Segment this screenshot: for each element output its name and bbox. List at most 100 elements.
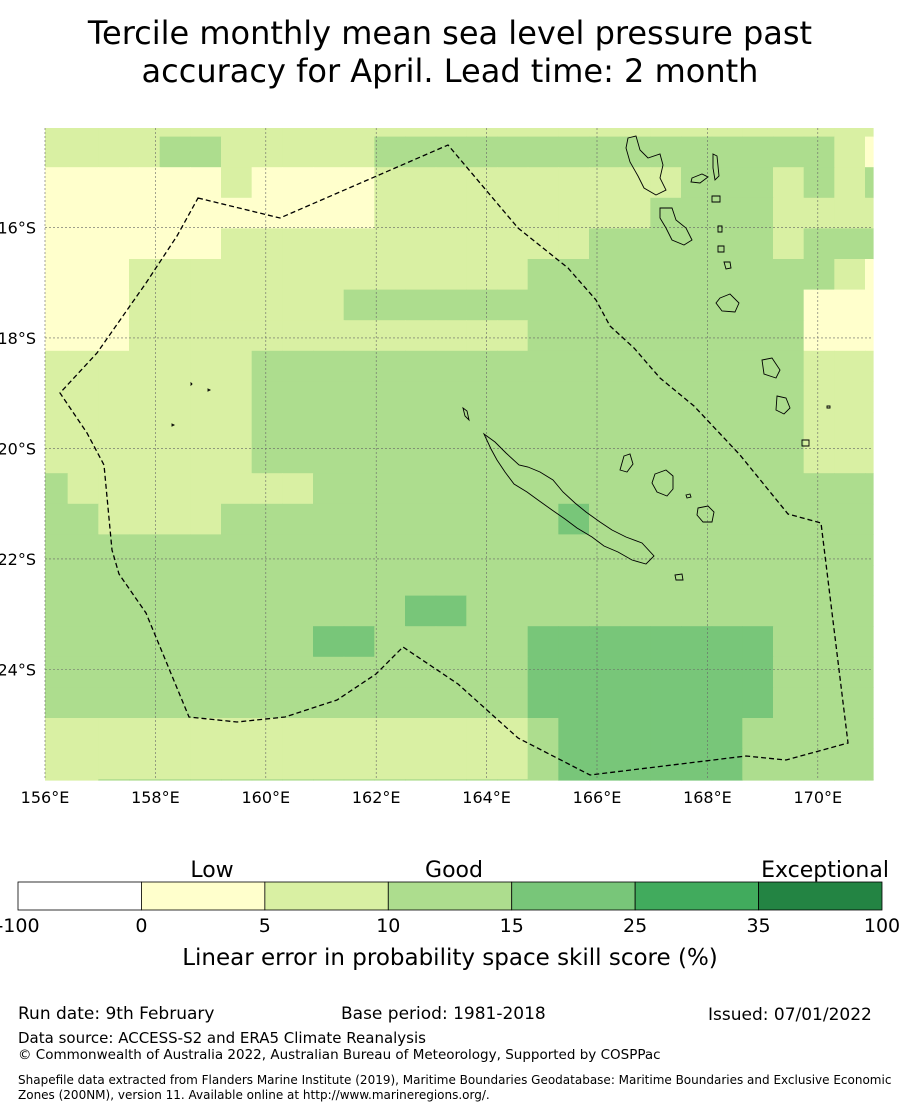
colorbar-swatch [17,881,142,911]
skill-cell [251,656,283,688]
skill-cell [435,565,467,597]
skill-cell [221,167,253,199]
skill-cell [221,656,253,688]
skill-cell [834,128,866,138]
skill-cell [343,748,375,780]
skill-cell [98,779,130,781]
skill-cell [98,503,130,535]
skill-cell [773,656,805,688]
skill-cell [159,197,191,229]
skill-cell [67,595,99,627]
skill-cell [681,687,713,719]
skill-cell [190,412,222,444]
skill-cell [742,595,774,627]
skill-cell [221,503,253,535]
skill-cell [865,503,874,535]
skill-cell [67,259,99,291]
tanna-island [775,395,791,415]
skill-cell [435,136,467,168]
colorbar-tick-label: 25 [623,915,647,937]
skill-cell [98,381,130,413]
skill-cell [129,136,161,168]
skill-cell [558,534,590,566]
skill-cell [803,442,835,474]
skill-cell [865,167,874,199]
skill-cell [466,779,498,781]
skill-cell [803,718,835,750]
skill-cell [527,565,559,597]
skill-cell [466,687,498,719]
title-line-2: accuracy for April. Lead time: 2 month [141,52,759,90]
skill-cell [221,381,253,413]
skill-cell [67,167,99,199]
skill-cell [251,381,283,413]
skill-cell [773,503,805,535]
skill-cell [129,687,161,719]
skill-cell [742,779,774,781]
skill-cell [282,595,314,627]
skill-cell [527,167,559,199]
skill-cell [558,128,590,138]
colorbar-category-low: Low [190,858,233,883]
skill-cell [650,350,682,382]
skill-cell [282,412,314,444]
lon-tick-label: 158°E [131,788,180,807]
skill-cell [527,473,559,505]
skill-cell [282,259,314,291]
skill-cell [374,412,406,444]
skill-cell [405,656,437,688]
skill-cell [282,534,314,566]
ambae-island [690,173,709,184]
skill-cell [67,197,99,229]
skill-cell [251,442,283,474]
skill-cell [742,289,774,321]
skill-cell [45,167,69,199]
skill-cell [282,167,314,199]
skill-cell [98,595,130,627]
colorbar-label: Linear error in probability space skill … [182,945,718,971]
skill-cell [650,381,682,413]
skill-cell [497,289,529,321]
skill-cell [98,128,130,138]
espiritu-santo [625,135,667,196]
skill-cell [313,565,345,597]
skill-cell [589,595,621,627]
skill-cell [313,350,345,382]
colorbar: -100 0 5 10 15 25 35 100 Low Good Exceptional Linea… [0,858,900,971]
skill-cell [466,412,498,444]
skill-cell [251,718,283,750]
skill-cell [681,259,713,291]
chart-title: Tercile monthly mean sea level pressure … [0,14,900,90]
skill-cell [190,350,222,382]
skill-cell [466,748,498,780]
skill-cell [67,534,99,566]
skill-cell [742,534,774,566]
skill-cell [497,136,529,168]
skill-cell [159,718,191,750]
skill-cell [221,718,253,750]
skill-cell [67,473,99,505]
skill-cell [405,197,437,229]
skill-cell [435,197,467,229]
skill-cell [405,687,437,719]
skill-cell [834,565,866,597]
skill-cell [527,503,559,535]
skill-cell [98,197,130,229]
skill-cell [865,656,874,688]
skill-cell [558,289,590,321]
skill-cell [619,718,651,750]
skill-cell [67,779,99,781]
skill-cell [343,289,375,321]
skill-cell [98,228,130,260]
colorbar-tick-label: 100 [864,915,900,937]
skill-cell [221,534,253,566]
skill-cell [681,442,713,474]
skill-cell [589,228,621,260]
skill-cell [98,167,130,199]
skill-cell [129,259,161,291]
skill-cell [558,228,590,260]
tiga-island [685,493,692,499]
skill-cell [865,626,874,658]
skill-cell [865,534,874,566]
coastline [171,135,831,581]
